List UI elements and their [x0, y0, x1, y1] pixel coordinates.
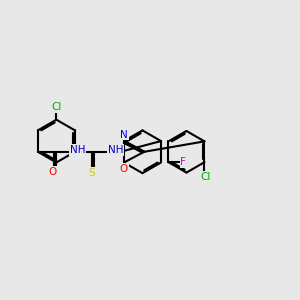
Text: O: O [49, 167, 57, 177]
Text: NH: NH [108, 145, 123, 155]
Text: N: N [120, 130, 128, 140]
Text: Cl: Cl [51, 102, 62, 112]
Text: O: O [120, 164, 128, 174]
Text: Cl: Cl [200, 172, 210, 182]
Text: NH: NH [70, 145, 86, 155]
Text: F: F [180, 157, 186, 167]
Text: S: S [88, 168, 95, 178]
